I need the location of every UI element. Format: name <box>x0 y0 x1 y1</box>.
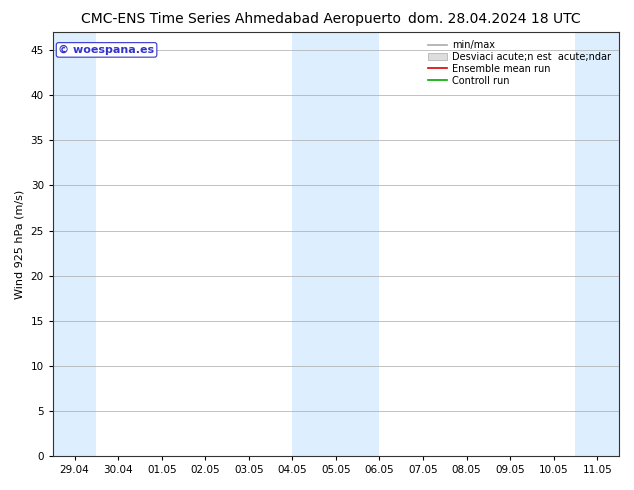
Text: CMC-ENS Time Series Ahmedabad Aeropuerto: CMC-ENS Time Series Ahmedabad Aeropuerto <box>81 12 401 26</box>
Bar <box>576 32 619 456</box>
Y-axis label: Wind 925 hPa (m/s): Wind 925 hPa (m/s) <box>15 190 25 299</box>
Bar <box>53 32 96 456</box>
Legend: min/max, Desviaci acute;n est  acute;ndar, Ensemble mean run, Controll run: min/max, Desviaci acute;n est acute;ndar… <box>425 37 614 89</box>
Text: © woespana.es: © woespana.es <box>58 45 155 55</box>
Bar <box>292 32 380 456</box>
Text: dom. 28.04.2024 18 UTC: dom. 28.04.2024 18 UTC <box>408 12 581 26</box>
